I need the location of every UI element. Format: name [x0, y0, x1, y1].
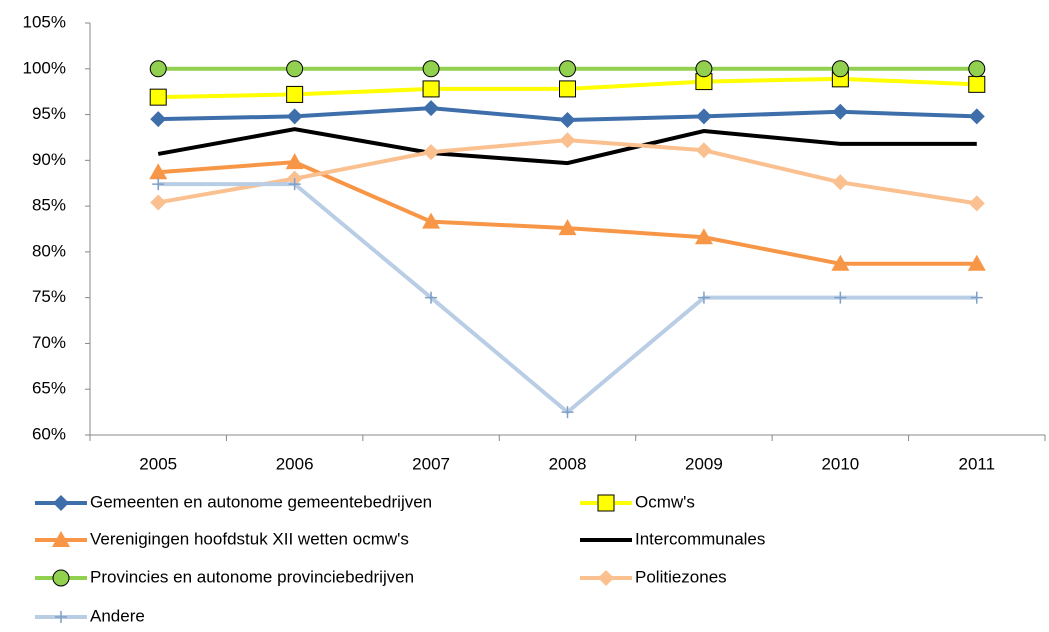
y-tick-label: 85% [32, 196, 66, 215]
marker [561, 406, 574, 419]
x-tick-label: 2007 [412, 454, 450, 473]
marker [968, 75, 986, 93]
marker [831, 60, 849, 78]
x-tick-label: 2010 [821, 454, 859, 473]
marker [968, 195, 985, 212]
y-tick-label: 60% [32, 424, 66, 443]
marker [597, 494, 615, 512]
marker [423, 144, 440, 161]
marker [286, 85, 304, 103]
marker [425, 291, 438, 304]
y-tick-label: 70% [32, 333, 66, 352]
marker [52, 569, 70, 587]
series-line [158, 160, 977, 266]
y-tick-label: 65% [32, 379, 66, 398]
marker [832, 103, 849, 120]
marker [559, 132, 576, 149]
marker [286, 108, 303, 125]
marker [697, 291, 710, 304]
y-tick-label: 75% [32, 287, 66, 306]
marker [149, 163, 168, 180]
marker [559, 80, 576, 98]
marker [288, 178, 301, 191]
marker [52, 531, 70, 547]
y-tick-label: 105% [23, 12, 66, 31]
y-tick-label: 90% [32, 150, 66, 169]
legend-label: Ocmw's [635, 492, 695, 511]
y-tick-label: 80% [32, 241, 66, 260]
marker [970, 291, 983, 304]
marker [832, 174, 849, 191]
legend-label: Politiezones [635, 567, 727, 586]
marker [834, 291, 847, 304]
marker [695, 60, 713, 78]
series-line [158, 182, 977, 415]
y-tick-label: 95% [32, 104, 66, 123]
marker [150, 111, 167, 128]
marker [149, 88, 167, 106]
legend-label: Gemeenten en autonome gemeentebedrijven [90, 492, 432, 511]
marker [831, 254, 850, 271]
marker [967, 254, 986, 271]
x-tick-label: 2008 [549, 454, 587, 473]
marker [422, 80, 440, 98]
marker [968, 60, 986, 78]
marker [152, 178, 165, 191]
marker [695, 108, 712, 125]
marker [286, 60, 304, 78]
marker [559, 112, 576, 129]
legend-label: Andere [90, 606, 145, 625]
series-line [157, 138, 978, 206]
series-line [157, 127, 977, 166]
marker [968, 108, 985, 125]
marker [422, 60, 440, 78]
legend-label: Provincies en autonome provinciebedrijve… [90, 567, 414, 586]
x-tick-label: 2009 [685, 454, 723, 473]
marker [695, 142, 712, 159]
legend-label: Verenigingen hoofdstuk XII wetten ocmw's [90, 529, 409, 548]
marker [150, 194, 167, 211]
marker [422, 212, 441, 229]
x-tick-label: 2005 [139, 454, 177, 473]
marker [694, 228, 713, 245]
marker [559, 60, 576, 78]
x-tick-label: 2006 [276, 454, 314, 473]
marker [149, 60, 167, 78]
marker [55, 611, 67, 623]
marker [53, 495, 69, 511]
marker [423, 100, 440, 117]
marker [558, 219, 577, 236]
y-tick-label: 100% [23, 58, 66, 77]
legend-label: Intercommunales [635, 529, 765, 548]
marker [285, 153, 304, 170]
x-tick-label: 2011 [959, 454, 996, 473]
marker [598, 570, 614, 586]
